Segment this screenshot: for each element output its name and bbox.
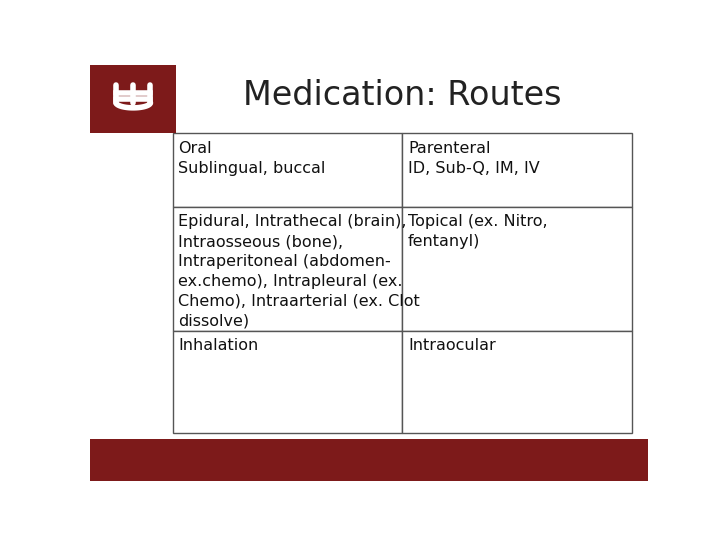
Bar [173,133,402,207]
Text: Topical (ex. Nitro,
fentanyl): Topical (ex. Nitro, fentanyl) [408,214,548,249]
Bar [173,207,402,331]
Bar [173,331,402,433]
Text: Oral
Sublingual, buccal: Oral Sublingual, buccal [178,141,325,176]
Text: Medication: Routes: Medication: Routes [243,79,562,112]
Text: Parenteral
ID, Sub-Q, IM, IV: Parenteral ID, Sub-Q, IM, IV [408,141,540,176]
Bar [402,133,632,207]
Bar [90,439,648,481]
Bar [402,331,632,433]
Text: Inhalation: Inhalation [178,339,258,354]
Text: Intraocular: Intraocular [408,339,496,354]
Bar [90,65,176,133]
Text: Epidural, Intrathecal (brain),
Intraosseous (bone),
Intraperitoneal (abdomen-
ex: Epidural, Intrathecal (brain), Intraosse… [178,214,420,328]
Bar [402,207,632,331]
